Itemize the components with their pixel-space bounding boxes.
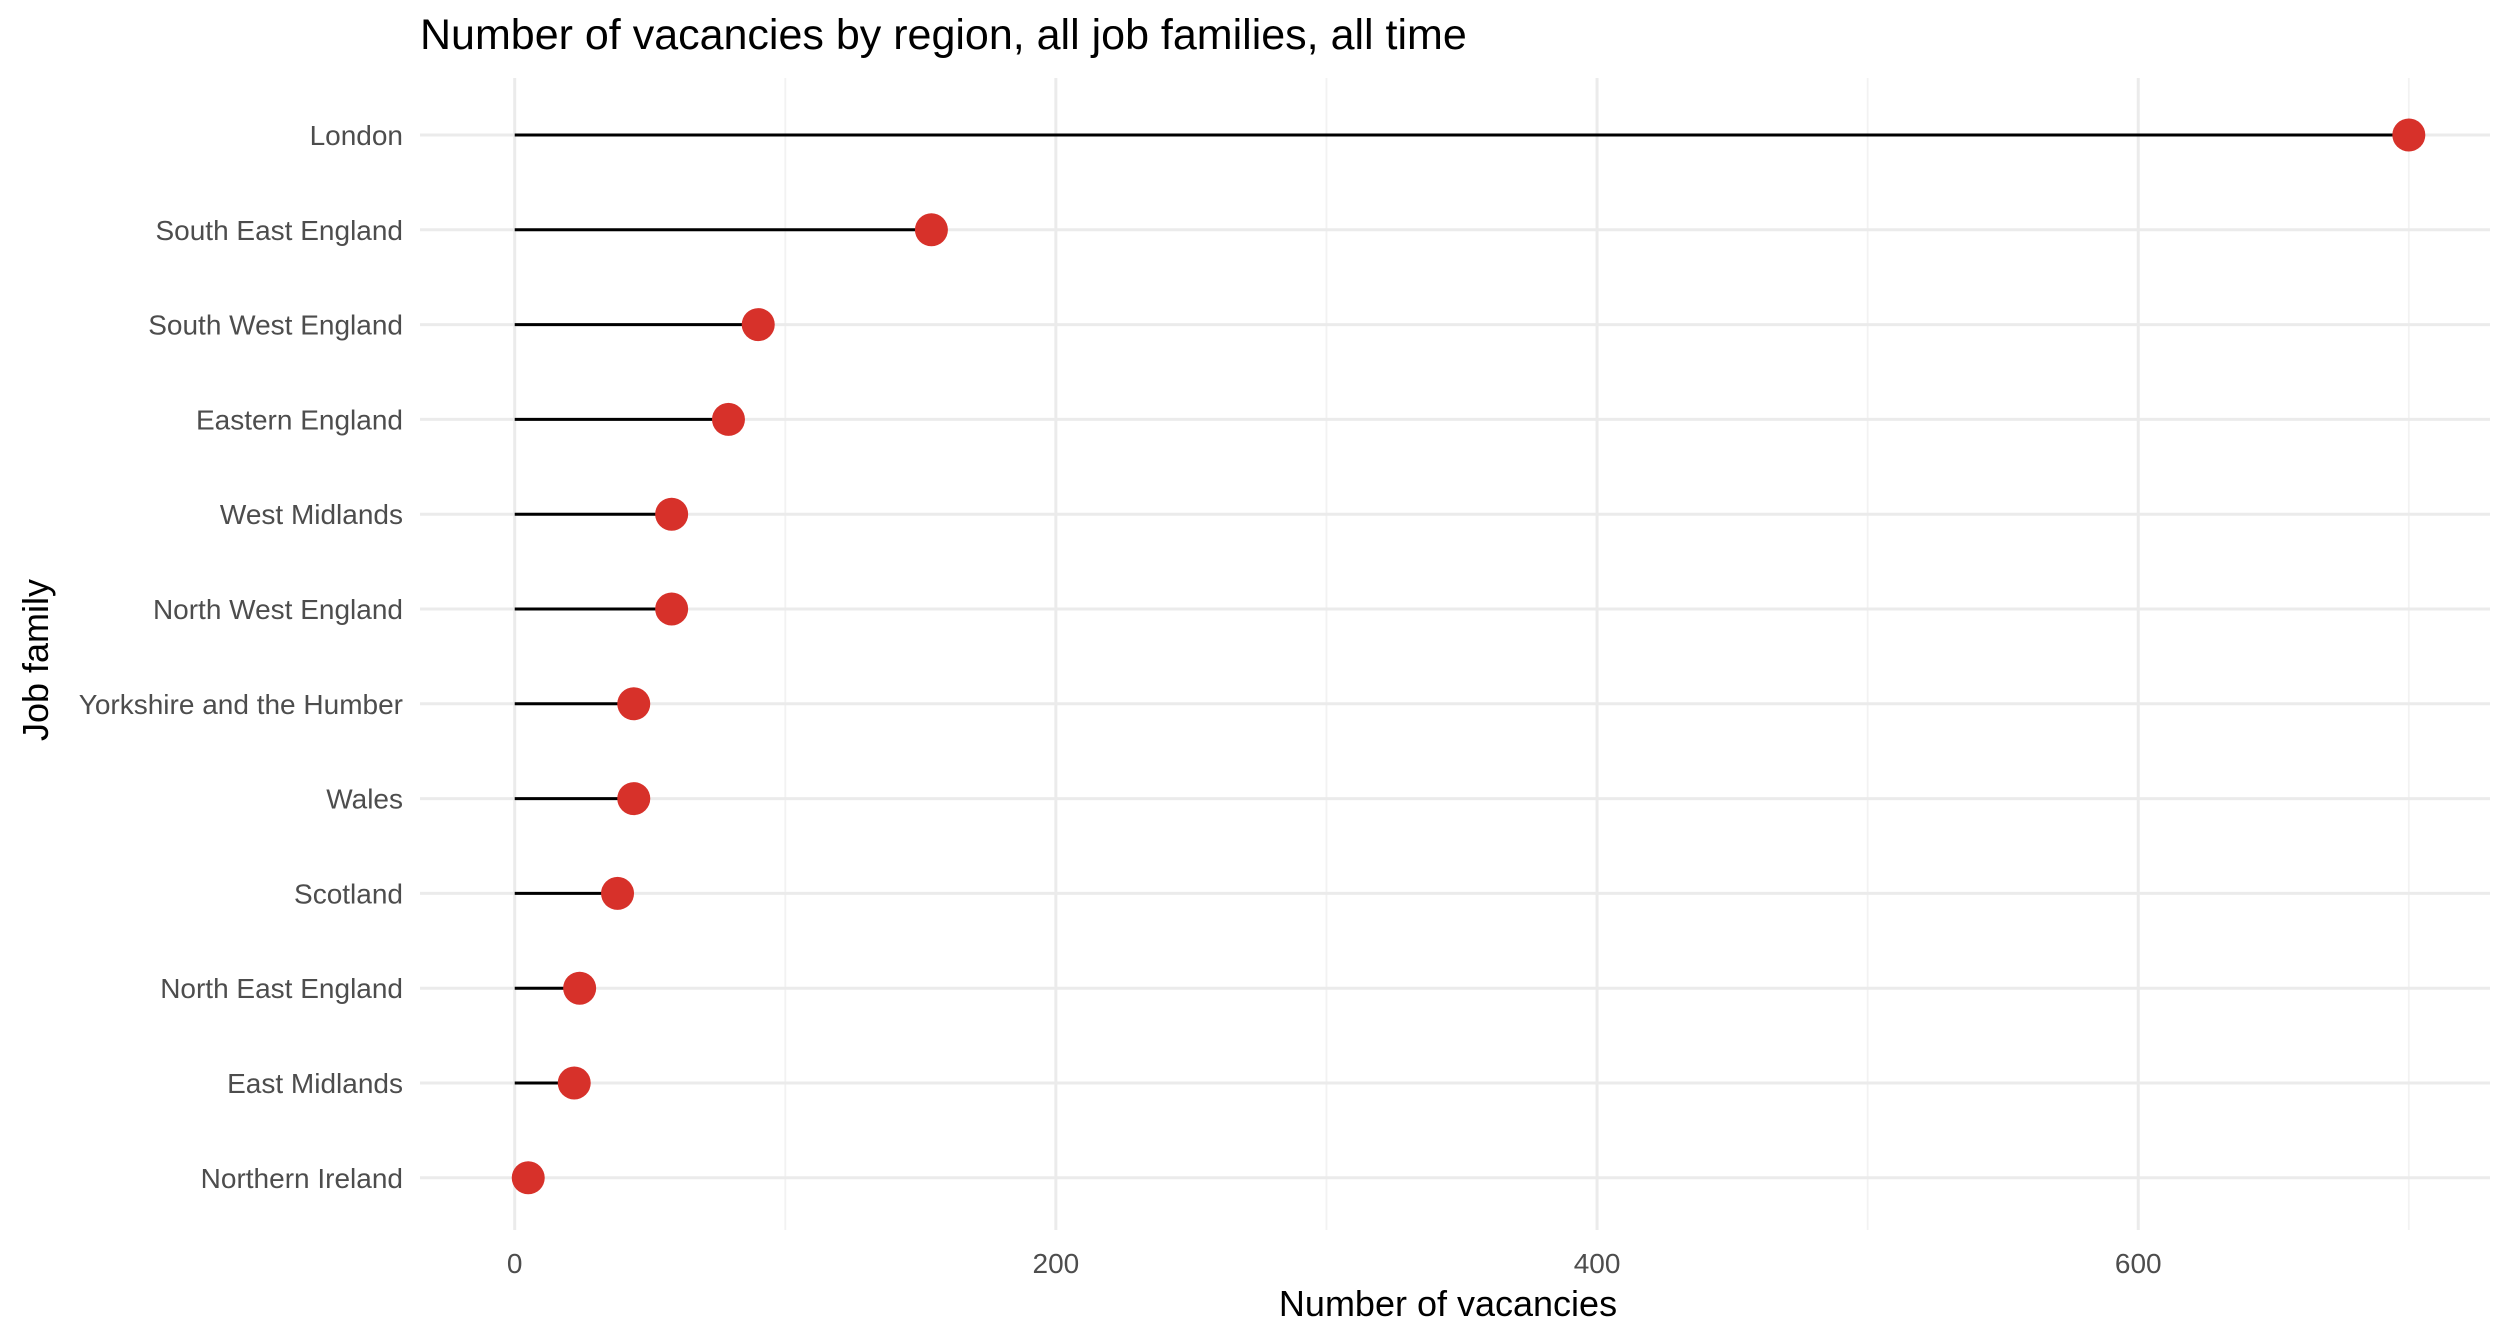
y-tick-label: North East England	[160, 973, 403, 1004]
y-tick-label: South West England	[148, 310, 403, 341]
lollipop-point	[655, 497, 689, 531]
y-tick-label: London	[310, 120, 403, 151]
lollipop-point	[2392, 118, 2426, 152]
series	[511, 118, 2426, 1195]
y-tick-label: East Midlands	[227, 1068, 403, 1099]
y-tick-label: Scotland	[294, 878, 403, 909]
lollipop-point	[617, 687, 651, 721]
lollipop-point	[711, 402, 745, 436]
lollipop-point	[557, 1066, 591, 1100]
x-tick-label: 0	[507, 1248, 523, 1279]
lollipop-point	[601, 876, 635, 910]
lollipop-point	[617, 782, 651, 816]
y-tick-label: Wales	[326, 784, 403, 815]
y-tick-label: Northern Ireland	[201, 1163, 403, 1194]
y-tick-label: Yorkshire and the Humber	[79, 689, 403, 720]
x-tick-label: 200	[1033, 1248, 1080, 1279]
x-tick-label: 400	[1574, 1248, 1621, 1279]
y-tick-label: South East England	[155, 215, 403, 246]
lollipop-point	[563, 971, 597, 1005]
y-tick-label: Eastern England	[196, 404, 403, 435]
x-axis-title: Number of vacancies	[1279, 1283, 1617, 1324]
lollipop-point	[655, 592, 689, 626]
chart-title: Number of vacancies by region, all job f…	[420, 11, 1467, 59]
x-tick-label: 600	[2115, 1248, 2162, 1279]
lollipop-point	[914, 213, 948, 247]
y-axis-title: Job family	[15, 579, 56, 741]
labels: 0 200 400 600 London South East England South …	[79, 120, 2162, 1279]
lollipop-point	[741, 308, 775, 342]
lollipop-point	[511, 1161, 545, 1195]
y-tick-label: North West England	[153, 594, 403, 625]
y-tick-label: West Midlands	[220, 499, 403, 530]
